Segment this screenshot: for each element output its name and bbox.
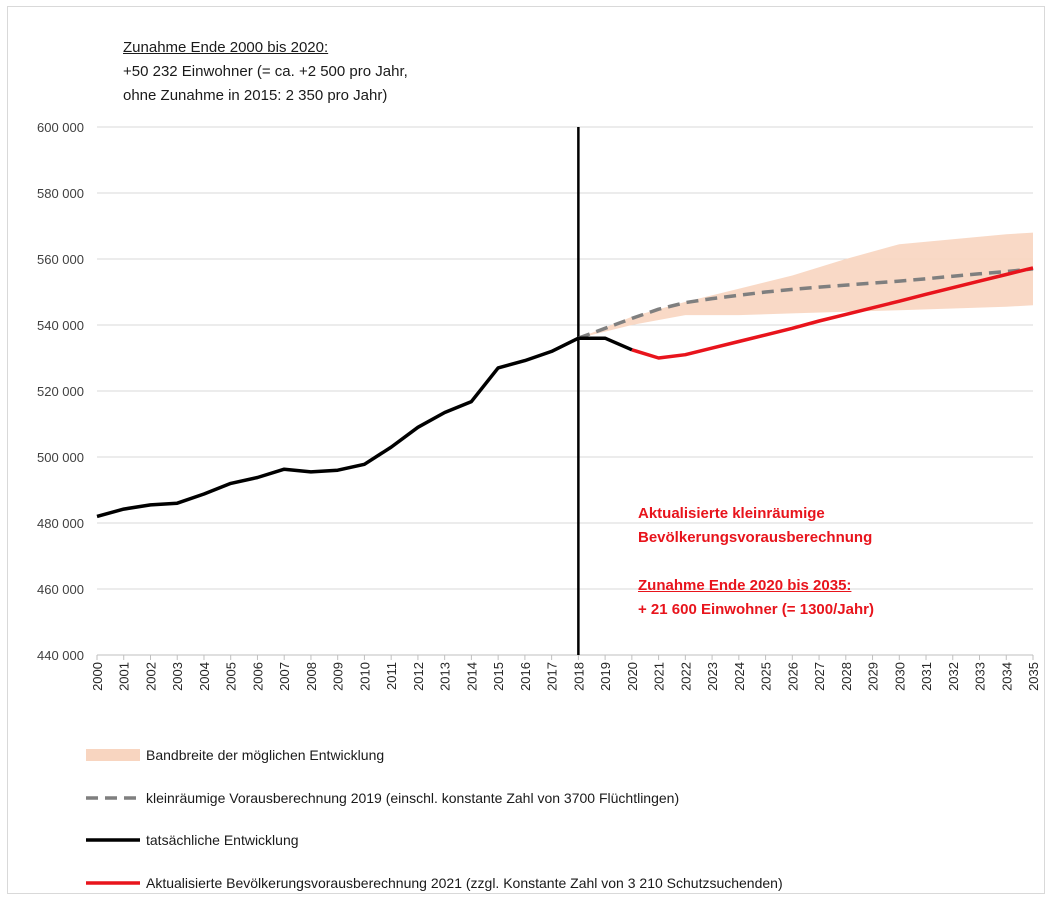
top-annotation-line3: ohne Zunahme in 2015: 2 350 pro Jahr) [123,87,388,104]
top-annotation-heading: Zunahme Ende 2000 bis 2020: [123,39,329,56]
x-tick-label: 2023 [705,662,720,691]
x-tick-label: 2000 [90,662,105,691]
x-tick-label: 2008 [304,662,319,691]
x-tick-label: 2032 [946,662,961,691]
x-tick-label: 2022 [678,662,693,691]
top-annotation-line2: +50 232 Einwohner (= ca. +2 500 pro Jahr… [123,63,408,80]
legend-swatch-band [86,746,140,764]
x-tick-label: 2028 [839,662,854,691]
x-tick-label: 2010 [357,662,372,691]
x-tick-label: 2014 [464,662,479,691]
x-tick-label: 2019 [598,662,613,691]
x-tick-label: 2030 [892,662,907,691]
legend-item-dashed: kleinräumige Vorausberechnung 2019 (eins… [86,786,679,810]
x-tick-label: 2025 [759,662,774,691]
x-tick-label: 2003 [170,662,185,691]
x-tick-label: 2012 [411,662,426,691]
legend-label-band: Bandbreite der möglichen Entwicklung [146,747,385,763]
y-tick-label: 600 000 [37,120,84,135]
x-tick-label: 2013 [438,662,453,691]
legend-item-black: tatsächliche Entwicklung [86,828,299,852]
series-line-forecast-2021 [631,266,1034,360]
x-tick-label: 2011 [384,662,399,690]
x-tick-label: 2018 [571,662,586,691]
x-tick-label: 2015 [491,662,506,691]
x-tick-label: 2035 [1026,662,1041,691]
series-line-forecast-2019 [577,267,1034,340]
red-annotation: Aktualisierte kleinräumige Bevölkerungsv… [638,502,874,622]
range-band [578,232,1033,339]
x-tick-label: 2002 [143,662,158,691]
y-tick-label: 560 000 [37,252,84,267]
legend-label-dashed: kleinräumige Vorausberechnung 2019 (eins… [146,790,680,806]
x-tick-label: 2027 [812,662,827,691]
x-tick-label: 2005 [224,662,239,691]
x-tick-label: 2033 [973,662,988,691]
x-tick-label: 2026 [785,662,800,691]
legend-swatch-red [86,874,140,892]
red-annotation-line1: Aktualisierte kleinräumige [638,505,825,522]
x-tick-label: 2024 [732,662,747,691]
x-tick-label: 2001 [117,662,132,691]
x-tick-label: 2004 [197,662,212,691]
red-annotation-heading: Zunahme Ende 2020 bis 2035: [638,577,852,594]
legend-label-black: tatsächliche Entwicklung [146,832,299,848]
x-tick-label: 2007 [277,662,292,691]
y-tick-label: 540 000 [37,318,84,333]
red-annotation-line4: + 21 600 Einwohner (= 1300/Jahr) [638,601,874,618]
y-tick-label: 500 000 [37,450,84,465]
y-tick-label: 460 000 [37,582,84,597]
x-tick-label: 2029 [866,662,881,691]
legend-label-red: Aktualisierte Bevölkerungsvorausberechnu… [146,875,783,891]
x-tick-label: 2031 [919,662,934,691]
legend-item-red: Aktualisierte Bevölkerungsvorausberechnu… [86,871,783,895]
x-tick-label: 2021 [652,662,667,691]
x-tick-label: 2020 [625,662,640,691]
x-tick-label: 2016 [518,662,533,691]
x-tick-label: 2009 [331,662,346,691]
legend-swatch-dashed [86,789,140,807]
top-annotation: Zunahme Ende 2000 bis 2020: +50 232 Einw… [123,36,408,108]
y-tick-label: 520 000 [37,384,84,399]
chart-frame [7,6,1045,894]
red-annotation-line2: Bevölkerungsvorausberechnung [638,529,873,546]
x-tick-label: 2006 [250,662,265,691]
y-tick-label: 480 000 [37,516,84,531]
x-tick-label: 2017 [545,662,560,691]
y-tick-label: 580 000 [37,186,84,201]
legend-swatch-black [86,831,140,849]
x-tick-label: 2034 [999,662,1014,691]
y-tick-label: 440 000 [37,648,84,663]
legend-item-band: Bandbreite der möglichen Entwicklung [86,743,384,767]
series-line-actual [96,336,633,519]
